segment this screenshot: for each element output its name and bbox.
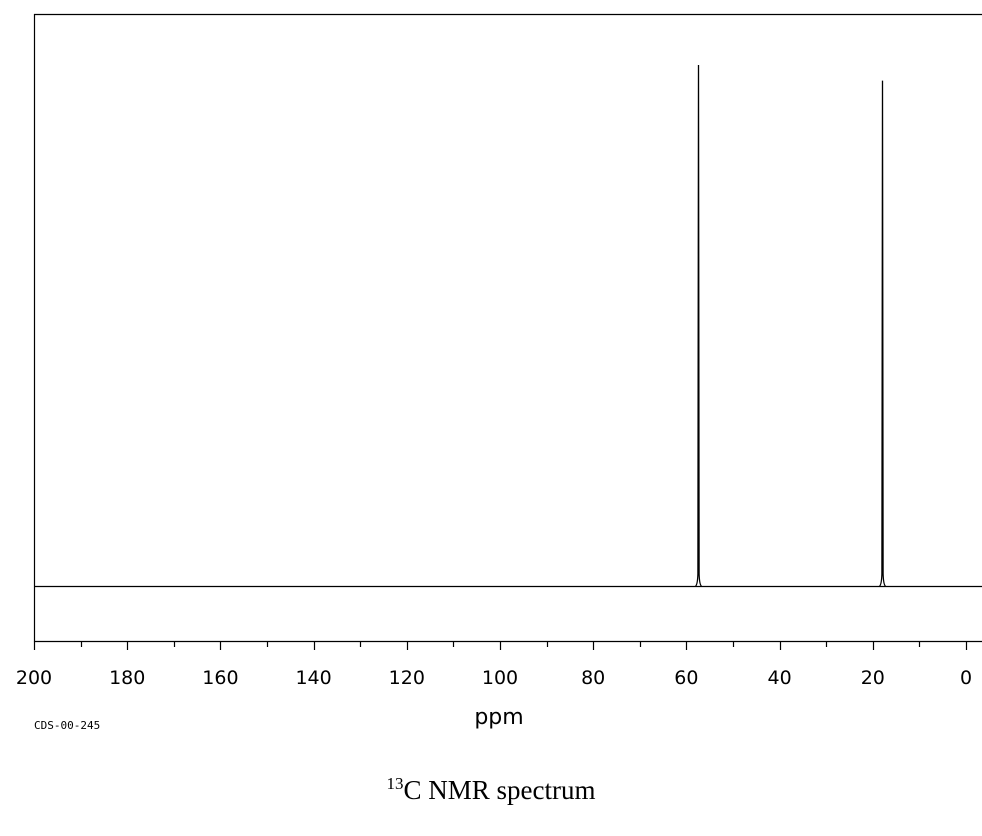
spectrum-caption: 13C NMR spectrum	[0, 775, 982, 804]
caption-superscript: 13	[386, 774, 404, 793]
nmr-spectrum-chart: 200 180 160 140 120 100 80 60 40 20 0 ppm CDS-00-2…	[16, 13, 982, 732]
x-axis-ticks	[33, 641, 968, 650]
spectrum-code-label: CDS-00-245	[34, 719, 100, 732]
x-tick-label: 180	[109, 667, 145, 689]
x-axis-title: ppm	[474, 705, 523, 730]
x-tick-label: 140	[295, 667, 331, 689]
x-tick-label: 60	[674, 667, 698, 689]
x-tick-label: 100	[482, 667, 518, 689]
caption-text: C NMR spectrum	[403, 775, 596, 805]
spectrum-peaks	[695, 64, 886, 587]
x-tick-label: 40	[768, 667, 792, 689]
x-tick-label: 20	[861, 667, 885, 689]
x-tick-label: 160	[202, 667, 238, 689]
x-tick-label: 120	[389, 667, 425, 689]
spectrum-peak-1	[695, 64, 702, 587]
x-tick-label: 80	[581, 667, 605, 689]
plot-frame	[33, 13, 982, 643]
x-tick-label: 200	[16, 667, 52, 689]
x-axis-tick-labels: 200 180 160 140 120 100 80 60 40 20 0	[16, 667, 972, 689]
x-tick-label: 0	[960, 667, 972, 689]
spectrum-peak-2	[879, 80, 886, 587]
